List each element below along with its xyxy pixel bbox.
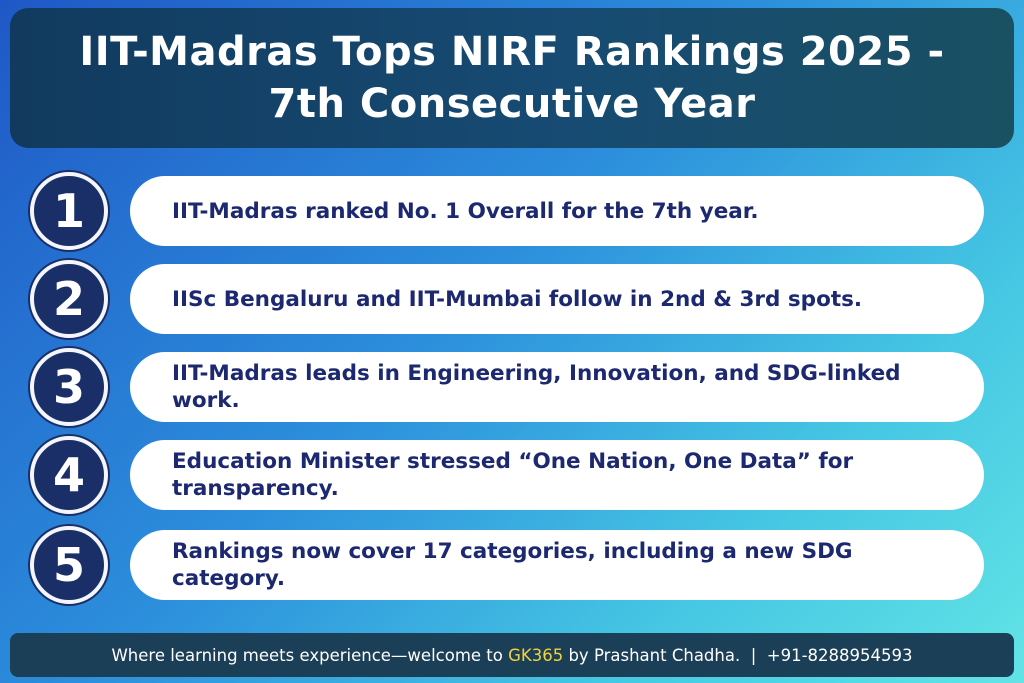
point-text: IIT-Madras leads in Engineering, Innovat…: [172, 361, 901, 413]
number-badge: 3: [30, 348, 108, 426]
point-card: IISc Bengaluru and IIT-Mumbai follow in …: [130, 264, 984, 334]
number-badge: 5: [30, 526, 108, 604]
point-card: IIT-Madras leads in Engineering, Innovat…: [130, 352, 984, 422]
number-badge: 2: [30, 260, 108, 338]
point-text: Education Minister stressed “One Nation,…: [172, 449, 854, 501]
footer-brand: GK365: [508, 645, 564, 665]
footer-bar: Where learning meets experience—welcome …: [10, 633, 1014, 677]
page-title-line-2: 7th Consecutive Year: [268, 81, 756, 127]
point-text: IIT-Madras ranked No. 1 Overall for the …: [172, 198, 759, 224]
list-item: IIT-Madras leads in Engineering, Innovat…: [30, 348, 984, 426]
list-item: Rankings now cover 17 categories, includ…: [30, 526, 984, 604]
list-item: IIT-Madras ranked No. 1 Overall for the …: [30, 172, 984, 250]
footer-prefix: Where learning meets experience—welcome …: [111, 645, 509, 665]
point-card: Education Minister stressed “One Nation,…: [130, 440, 984, 510]
footer-suffix: by Prashant Chadha. | +91-8288954593: [563, 645, 913, 665]
list-item: Education Minister stressed “One Nation,…: [30, 436, 984, 514]
page-title-line-1: IIT-Madras Tops NIRF Rankings 2025 -: [79, 29, 945, 75]
point-text: Rankings now cover 17 categories, includ…: [172, 539, 853, 591]
point-card: Rankings now cover 17 categories, includ…: [130, 530, 984, 600]
title-banner: IIT-Madras Tops NIRF Rankings 2025 - 7th…: [10, 8, 1014, 148]
point-card: IIT-Madras ranked No. 1 Overall for the …: [130, 176, 984, 246]
number-badge: 1: [30, 172, 108, 250]
number-badge: 4: [30, 436, 108, 514]
list-item: IISc Bengaluru and IIT-Mumbai follow in …: [30, 260, 984, 338]
point-text: IISc Bengaluru and IIT-Mumbai follow in …: [172, 286, 863, 312]
